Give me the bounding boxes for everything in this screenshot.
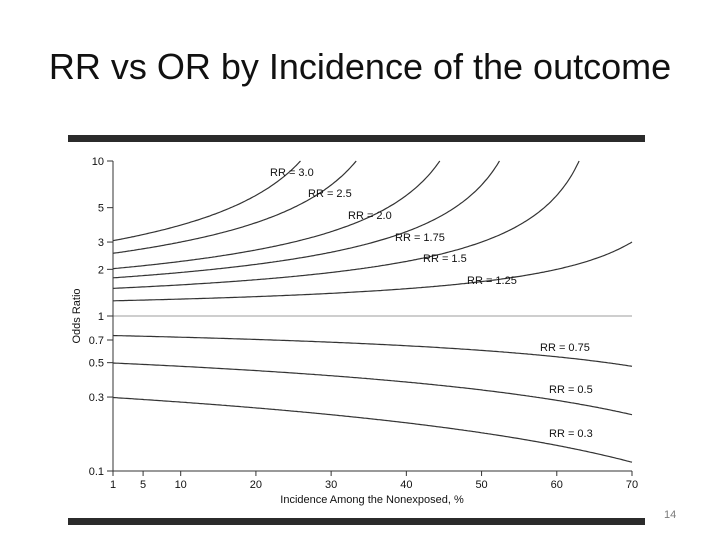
- series-line-rr-2: [112, 160, 441, 270]
- slide-title: RR vs OR by Incidence of the outcome: [48, 46, 672, 87]
- x-tick-label: 50: [475, 479, 487, 491]
- y-tick-label: 2: [98, 264, 104, 276]
- y-tick-label: 0.5: [89, 358, 104, 370]
- y-tick-label: 3: [98, 237, 104, 249]
- y-tick-label: 1: [98, 311, 104, 323]
- x-tick-label: 40: [400, 479, 412, 491]
- y-tick-label: 5: [98, 203, 104, 215]
- series-layer: [112, 160, 633, 463]
- series-label-rr-2-5: RR = 2.5: [308, 188, 352, 200]
- series-label-rr-0-3: RR = 0.3: [549, 428, 593, 440]
- series-line-rr-1-25: [113, 241, 633, 302]
- x-tick-label: 5: [140, 479, 146, 491]
- series-label-rr-3: RR = 3.0: [270, 167, 314, 179]
- series-line-rr-0-5: [112, 362, 633, 416]
- x-tick-label: 20: [250, 479, 262, 491]
- y-tick-label: 10: [92, 156, 104, 168]
- y-tick-label: 0.7: [89, 335, 104, 347]
- y-axis-label: Odds Ratio: [71, 288, 83, 343]
- y-tick-label: 0.3: [89, 392, 104, 404]
- series-label-rr-0-5: RR = 0.5: [549, 384, 593, 396]
- bottom-divider-bar: [68, 518, 645, 525]
- top-divider-bar: [68, 135, 645, 142]
- series-line-rr-0-75: [112, 334, 633, 367]
- x-tick-label: 10: [175, 479, 187, 491]
- series-label-rr-0-75: RR = 0.75: [540, 342, 590, 354]
- x-axis-label: Incidence Among the Nonexposed, %: [280, 494, 464, 506]
- series-line-rr-0-3: [112, 396, 633, 463]
- series-label-rr-2: RR = 2.0: [348, 210, 392, 222]
- series-label-rr-1-5: RR = 1.5: [423, 253, 467, 265]
- x-tick-label: 60: [551, 479, 563, 491]
- series-label-layer: RR = 3.0 RR = 2.5 RR = 2.0RR = 1.75 RR = 1.…: [270, 167, 593, 440]
- series-line-rr-1-75: [112, 160, 501, 279]
- x-tick-label: 30: [325, 479, 337, 491]
- page-number: 14: [664, 509, 677, 521]
- series-label-rr-1-75: RR = 1.75: [395, 232, 445, 244]
- x-tick-label: 70: [626, 479, 638, 491]
- series-line-rr-1-5: [112, 160, 580, 289]
- x-tick-label: 1: [110, 479, 116, 491]
- series-line-rr-2-5: [112, 160, 357, 254]
- series-line-rr-3: [112, 160, 301, 242]
- y-tick-label: 0.1: [89, 466, 104, 478]
- series-label-rr-1-25: RR = 1.25: [467, 275, 517, 287]
